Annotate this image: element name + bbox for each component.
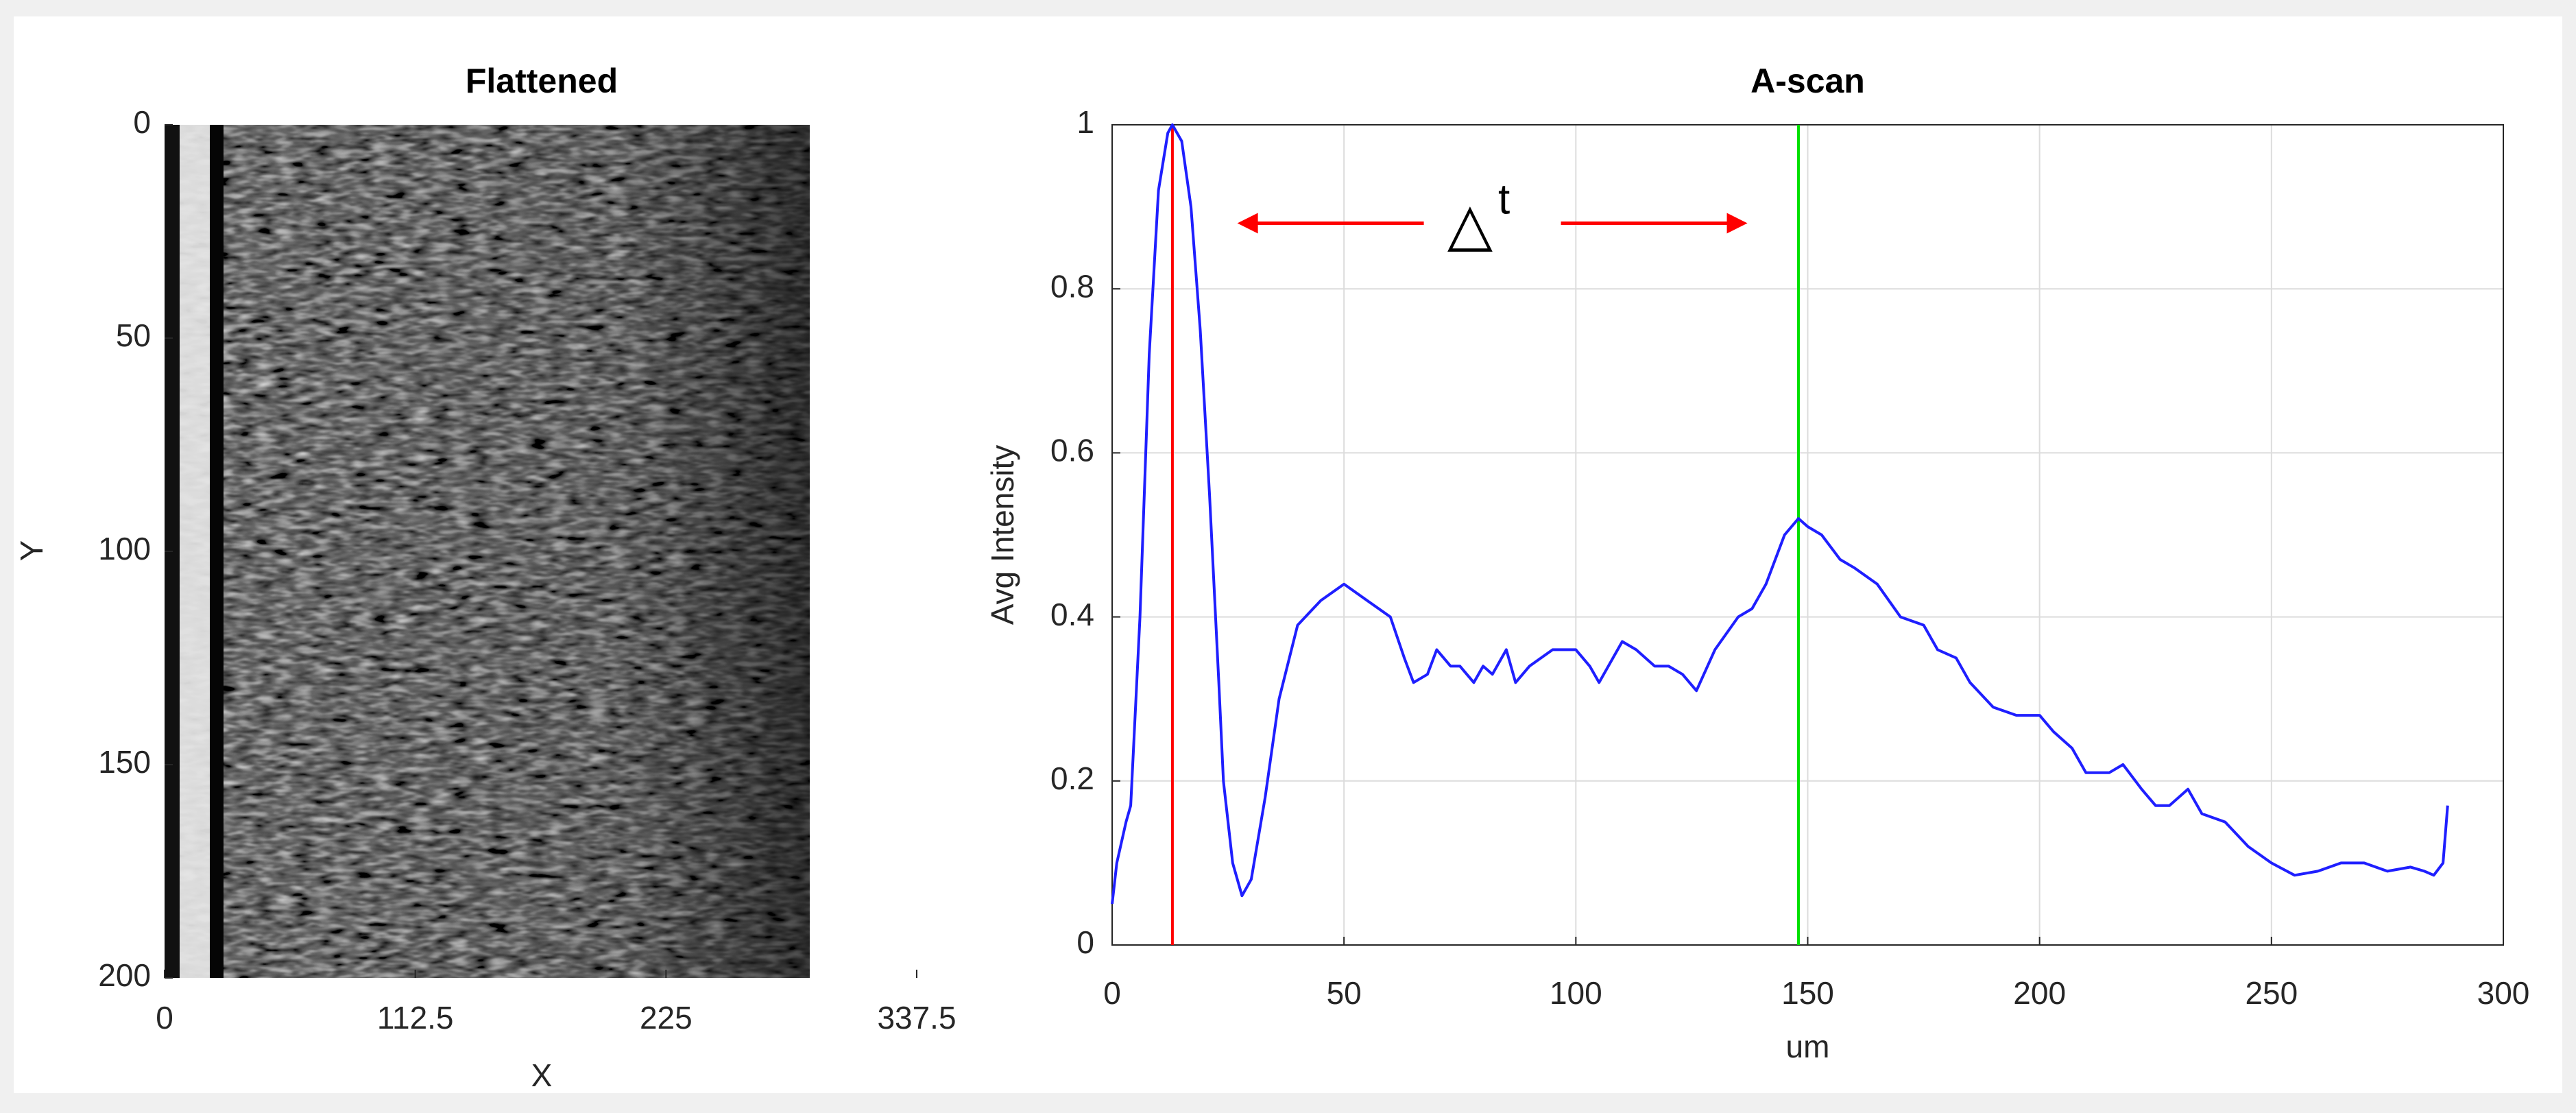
data-line xyxy=(1111,123,2449,905)
y-tick-label: 0.6 xyxy=(1050,433,1094,468)
y-tick-label: 0 xyxy=(1076,924,1094,960)
x-tick-label: 50 xyxy=(1327,975,1362,1011)
y-tick-label: 200 xyxy=(98,957,151,993)
chart-title: Flattened xyxy=(466,62,618,100)
y-tick-label: 0.8 xyxy=(1050,268,1094,304)
y-tick-label: 0.2 xyxy=(1050,761,1094,796)
y-tick-label: 0 xyxy=(133,104,151,140)
x-axis-label: X xyxy=(531,1057,553,1093)
y-tick-label: 0.4 xyxy=(1050,597,1094,632)
x-tick-label: 200 xyxy=(2013,975,2066,1011)
x-axis-label: um xyxy=(1786,1029,1830,1064)
y-axis-label: Avg Intensity xyxy=(985,445,1020,625)
arrow-head-left xyxy=(1237,213,1258,234)
annotation-bg xyxy=(1430,175,1554,278)
x-tick-label: 100 xyxy=(1550,975,1602,1011)
image-shade xyxy=(165,125,810,978)
arrow-head-right xyxy=(1726,213,1748,234)
axes-frame xyxy=(1111,124,2504,946)
x-tick-label: 0 xyxy=(156,1000,173,1036)
x-tick-label: 0 xyxy=(1103,975,1121,1011)
annotation-symbol: △ xyxy=(1447,191,1493,257)
y-tick-label: 1 xyxy=(1076,104,1094,140)
y-axis-label: Y xyxy=(14,540,49,562)
y-tick-label: 100 xyxy=(98,531,151,566)
annotation-superscript: t xyxy=(1498,176,1510,224)
annotation-text: △ t xyxy=(1447,176,1510,257)
x-tick-label: 225 xyxy=(640,1000,693,1036)
x-tick-label: 300 xyxy=(2477,975,2530,1011)
annotation-arrow xyxy=(1237,213,1748,234)
x-tick-label: 250 xyxy=(2245,975,2298,1011)
image-dark-band xyxy=(210,125,224,978)
x-tick-label: 337.5 xyxy=(877,1000,956,1036)
chart-title: A-scan xyxy=(1750,62,1865,100)
y-tick-label: 150 xyxy=(98,744,151,780)
x-tick-label: 150 xyxy=(1781,975,1834,1011)
x-tick-label: 112.5 xyxy=(377,1000,454,1036)
image-bright-band xyxy=(180,125,210,978)
y-tick-label: 50 xyxy=(116,318,151,353)
